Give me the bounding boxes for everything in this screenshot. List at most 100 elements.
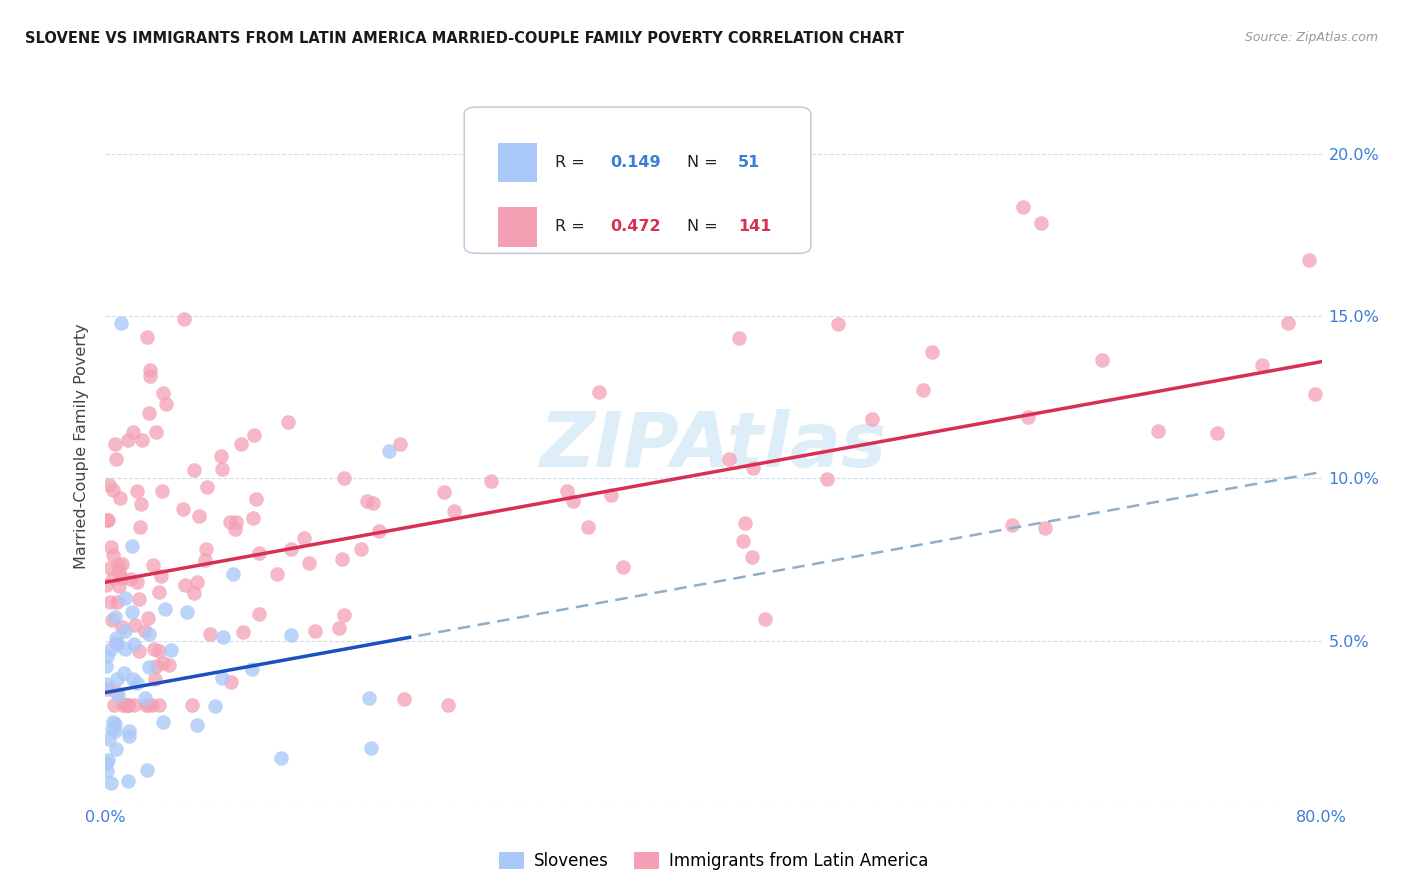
Point xyxy=(1017,410,1039,425)
Point xyxy=(270,750,292,764)
Point xyxy=(754,612,776,626)
Point xyxy=(280,542,302,557)
Point xyxy=(96,764,118,779)
Point xyxy=(243,428,266,442)
Point xyxy=(280,628,302,642)
Point xyxy=(921,344,943,359)
Point xyxy=(122,698,145,712)
Text: N =: N = xyxy=(686,219,723,235)
Point xyxy=(152,386,174,401)
Point xyxy=(118,729,141,743)
Point xyxy=(117,698,139,713)
Point xyxy=(150,484,173,499)
Point xyxy=(209,449,232,463)
Point xyxy=(148,698,170,713)
Point xyxy=(562,494,585,508)
Point xyxy=(1033,521,1056,535)
Point xyxy=(734,516,756,530)
Point xyxy=(183,585,205,599)
Point xyxy=(103,698,125,713)
Point xyxy=(122,637,145,651)
Point xyxy=(330,551,353,566)
Point xyxy=(204,699,226,714)
Point xyxy=(112,698,135,713)
Point xyxy=(101,548,124,562)
Text: R =: R = xyxy=(555,219,591,235)
Point xyxy=(100,776,122,790)
Point xyxy=(122,672,145,686)
Point xyxy=(97,753,120,767)
Point xyxy=(155,602,177,616)
Point xyxy=(105,742,128,756)
Point xyxy=(332,608,354,623)
Point xyxy=(357,690,380,705)
Point xyxy=(555,484,578,499)
Point xyxy=(149,568,172,582)
Point xyxy=(612,559,634,574)
Point xyxy=(111,571,134,585)
Point xyxy=(125,676,148,690)
Point xyxy=(97,478,120,492)
Point xyxy=(152,714,174,729)
Text: Source: ZipAtlas.com: Source: ZipAtlas.com xyxy=(1244,31,1378,45)
Point xyxy=(1251,359,1274,373)
Point xyxy=(219,675,242,690)
Point xyxy=(576,520,599,534)
Point xyxy=(96,681,118,696)
Text: 0.149: 0.149 xyxy=(610,155,661,170)
Text: 141: 141 xyxy=(738,219,772,235)
Point xyxy=(245,492,267,507)
Point xyxy=(128,592,150,607)
Point xyxy=(1298,253,1320,268)
Point xyxy=(277,416,299,430)
Point xyxy=(108,491,131,505)
Text: 0.472: 0.472 xyxy=(610,219,661,235)
Point xyxy=(195,480,218,494)
Point xyxy=(912,383,935,397)
Point xyxy=(211,671,233,685)
Point xyxy=(145,425,167,439)
Point xyxy=(117,773,139,788)
Y-axis label: Married-Couple Family Poverty: Married-Couple Family Poverty xyxy=(75,323,90,569)
Point xyxy=(1305,387,1327,401)
Point xyxy=(104,631,127,645)
Point xyxy=(1000,518,1022,533)
Point xyxy=(94,659,117,673)
Point xyxy=(1277,316,1299,330)
Point xyxy=(125,483,148,498)
Point xyxy=(368,524,391,538)
Point xyxy=(111,558,134,572)
Point xyxy=(1206,426,1229,441)
Point xyxy=(266,566,288,581)
Point xyxy=(588,384,610,399)
Point xyxy=(356,494,378,508)
Point xyxy=(94,578,117,592)
Point xyxy=(298,556,321,570)
Point xyxy=(118,723,141,738)
Point xyxy=(105,684,128,698)
Point xyxy=(437,698,460,713)
Point xyxy=(114,642,136,657)
FancyBboxPatch shape xyxy=(464,107,811,253)
Point xyxy=(360,741,382,756)
Point xyxy=(138,660,160,674)
Point xyxy=(157,658,180,673)
Point xyxy=(136,329,159,343)
Point xyxy=(100,642,122,657)
Point xyxy=(176,605,198,619)
Point xyxy=(105,637,128,651)
Point xyxy=(221,566,243,581)
Point xyxy=(117,698,139,713)
Point xyxy=(104,610,127,624)
Legend: Slovenes, Immigrants from Latin America: Slovenes, Immigrants from Latin America xyxy=(492,845,935,877)
Point xyxy=(96,648,118,663)
Point xyxy=(139,363,162,377)
Point xyxy=(172,502,194,516)
Point xyxy=(152,657,174,671)
Point xyxy=(107,558,129,572)
Point xyxy=(101,613,124,627)
Point xyxy=(194,541,217,556)
Point xyxy=(111,620,134,634)
Point xyxy=(107,579,129,593)
Point xyxy=(294,532,316,546)
